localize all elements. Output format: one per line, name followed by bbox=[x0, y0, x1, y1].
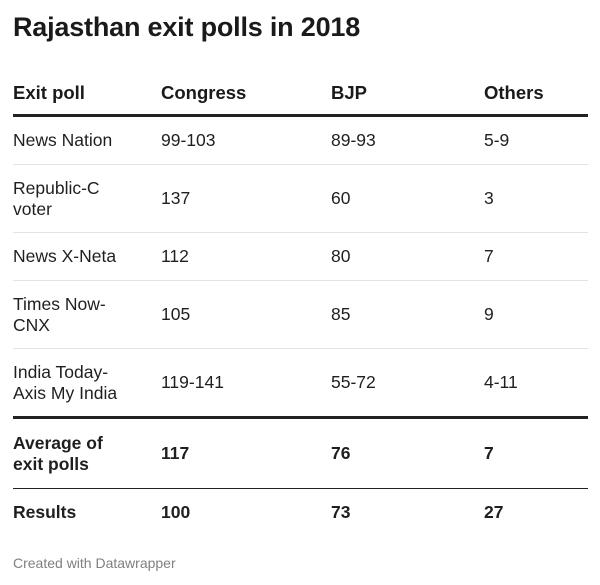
header-bjp: BJP bbox=[331, 72, 484, 117]
cell-others: 5-9 bbox=[484, 115, 588, 165]
header-row: Exit poll Congress BJP Others bbox=[13, 72, 588, 117]
cell-congress: 105 bbox=[161, 280, 331, 349]
cell-exit-poll: Results bbox=[13, 501, 77, 522]
cell-congress: 137 bbox=[161, 164, 331, 233]
cell-congress: 117 bbox=[161, 417, 331, 489]
cell-exit-poll: Republic-C voter bbox=[13, 164, 161, 233]
cell-bjp: 60 bbox=[331, 164, 484, 233]
exit-poll-table: Exit poll Congress BJP Others News Natio… bbox=[13, 72, 588, 535]
cell-exit-poll: News X-Neta bbox=[13, 232, 161, 281]
cell-exit-poll: Times Now-CNX bbox=[13, 280, 161, 349]
cell-others: 7 bbox=[484, 232, 588, 281]
table-row: News Nation 99-103 89-93 5-9 bbox=[13, 115, 588, 165]
cell-exit-poll: India Today-Axis My India bbox=[13, 348, 161, 419]
credit-footer: Created with Datawrapper bbox=[13, 555, 176, 571]
header-exit-poll: Exit poll bbox=[13, 72, 161, 117]
average-row: Average of exit polls 117 76 7 bbox=[13, 417, 588, 489]
cell-others: 7 bbox=[484, 417, 588, 489]
header-congress: Congress bbox=[161, 72, 331, 117]
header-others: Others bbox=[484, 72, 588, 117]
cell-others: 27 bbox=[484, 501, 504, 522]
cell-bjp: 80 bbox=[331, 232, 484, 281]
results-row: Results 100 73 27 bbox=[13, 489, 588, 536]
table-row: News X-Neta 112 80 7 bbox=[13, 232, 588, 281]
table-row: India Today-Axis My India 119-141 55-72 … bbox=[13, 348, 588, 419]
chart-title: Rajasthan exit polls in 2018 bbox=[13, 12, 361, 42]
cell-congress: 119-141 bbox=[161, 348, 331, 419]
cell-congress: 112 bbox=[161, 232, 331, 281]
cell-exit-poll: News Nation bbox=[13, 115, 161, 165]
cell-bjp: 55-72 bbox=[331, 348, 484, 419]
cell-congress: 99-103 bbox=[161, 115, 331, 165]
cell-others: 3 bbox=[484, 164, 588, 233]
cell-exit-poll: Average of exit polls bbox=[13, 417, 161, 489]
cell-others: 9 bbox=[484, 280, 588, 349]
cell-congress: 100 bbox=[161, 501, 191, 522]
cell-bjp: 85 bbox=[331, 280, 484, 349]
cell-others: 4-11 bbox=[484, 348, 588, 419]
cell-bjp: 73 bbox=[331, 501, 351, 522]
table-row: Republic-C voter 137 60 3 bbox=[13, 164, 588, 233]
table-row: Times Now-CNX 105 85 9 bbox=[13, 280, 588, 349]
cell-bjp: 76 bbox=[331, 417, 484, 489]
cell-bjp: 89-93 bbox=[331, 115, 484, 165]
